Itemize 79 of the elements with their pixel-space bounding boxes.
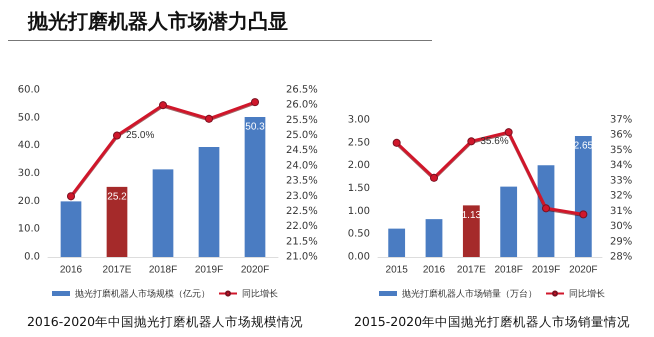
y-tick-label: 0.0 xyxy=(24,252,40,262)
text: 抛光打磨机器人市场潜力凸显 xyxy=(28,8,288,35)
y2-tick-label: 23.5% xyxy=(286,176,318,187)
point xyxy=(467,137,476,146)
point xyxy=(251,98,259,106)
x-tick-label: 2016 xyxy=(60,264,83,276)
y2-tick-label: 37% xyxy=(610,114,632,126)
y2-tick-label: 26.0% xyxy=(286,100,318,111)
data-label: 50.3 xyxy=(245,122,266,132)
legend-label: 同比增长 xyxy=(242,288,278,298)
x-tick-label: 2019F xyxy=(532,264,560,276)
y-tick-label: 2.50 xyxy=(348,137,370,148)
y2-tick-label: 21.5% xyxy=(286,236,318,248)
y-tick-label: 30.0 xyxy=(18,168,40,179)
y2-tick-label: 21.0% xyxy=(286,252,318,262)
x-tick-label: 2015 xyxy=(386,264,408,276)
x-tick-label: 2019F xyxy=(194,264,224,276)
y2-tick-label: 30% xyxy=(610,221,632,232)
x-tick-label: 2018F xyxy=(148,264,178,276)
data-label: 35.6% xyxy=(480,136,509,147)
bar xyxy=(426,219,442,257)
point xyxy=(504,128,513,136)
bar xyxy=(244,117,266,257)
x-tick-label: 2018F xyxy=(494,264,523,276)
x-tick-label: 2020F xyxy=(569,264,598,276)
bar xyxy=(152,169,174,257)
x-tick-label: 2016 xyxy=(422,264,446,276)
bar xyxy=(538,165,554,257)
y-tick-label: 2.00 xyxy=(348,160,370,172)
y-tick-label: 1.50 xyxy=(348,183,370,194)
legend-label: 抛光打磨机器人市场规模（亿元） xyxy=(75,288,210,298)
y-tick-label: 1.00 xyxy=(348,206,370,217)
y2-tick-label: 26.5% xyxy=(286,84,318,96)
point xyxy=(430,174,438,182)
text: 2016-2020年中国抛光打磨机器人市场规模情况 xyxy=(26,314,304,329)
y2-tick-label: 31% xyxy=(610,206,632,217)
y-tick-label: 10.0 xyxy=(18,224,40,235)
point xyxy=(579,210,588,218)
y2-tick-label: 23.0% xyxy=(286,190,318,202)
y2-tick-label: 33% xyxy=(610,175,632,186)
y2-tick-label: 36% xyxy=(610,130,632,141)
y-tick-label: 20.0 xyxy=(18,196,40,207)
legend-label: 抛光打磨机器人市场销量（万台） xyxy=(402,288,537,298)
y-tick-label: 40.0 xyxy=(18,140,40,152)
bar xyxy=(500,186,518,257)
y2-tick-label: 24.5% xyxy=(286,145,318,156)
y2-tick-label: 22.0% xyxy=(286,221,318,232)
x-tick-label: 2020F xyxy=(240,264,270,276)
bar xyxy=(574,136,592,257)
y-tick-label: 50.0 xyxy=(18,112,40,124)
y-tick-label: 0.00 xyxy=(348,252,370,262)
y2-tick-label: 25.5% xyxy=(286,114,318,126)
point xyxy=(113,132,121,140)
y2-tick-label: 32% xyxy=(610,190,632,202)
y2-tick-label: 24.0% xyxy=(286,160,318,172)
x-tick-label: 2017E xyxy=(456,264,486,276)
y2-tick-label: 28% xyxy=(610,252,632,262)
point xyxy=(205,114,213,123)
y2-tick-label: 35% xyxy=(610,144,632,156)
bar xyxy=(106,186,128,257)
point xyxy=(542,204,550,212)
y2-tick-label: 25.0% xyxy=(286,130,318,142)
y-tick-label: 3.00 xyxy=(348,114,370,126)
y-tick-label: 0.50 xyxy=(348,228,370,240)
point xyxy=(392,138,401,147)
bar xyxy=(60,201,82,257)
y-tick-label: 60.0 xyxy=(18,84,40,96)
point xyxy=(67,192,75,200)
x-tick-label: 2017E xyxy=(102,264,132,276)
point xyxy=(159,101,167,110)
data-label: 25.0% xyxy=(126,130,154,142)
y2-tick-label: 34% xyxy=(610,160,632,172)
bar xyxy=(198,147,220,257)
text: 2015-2020年中国抛光打磨机器人市场销量情况 xyxy=(354,314,630,329)
y2-tick-label: 22.5% xyxy=(286,206,318,217)
y2-tick-label: 29% xyxy=(610,236,632,248)
bar xyxy=(388,228,406,257)
data-label: 25.2 xyxy=(107,191,128,202)
legend-label: 同比增长 xyxy=(569,288,605,298)
